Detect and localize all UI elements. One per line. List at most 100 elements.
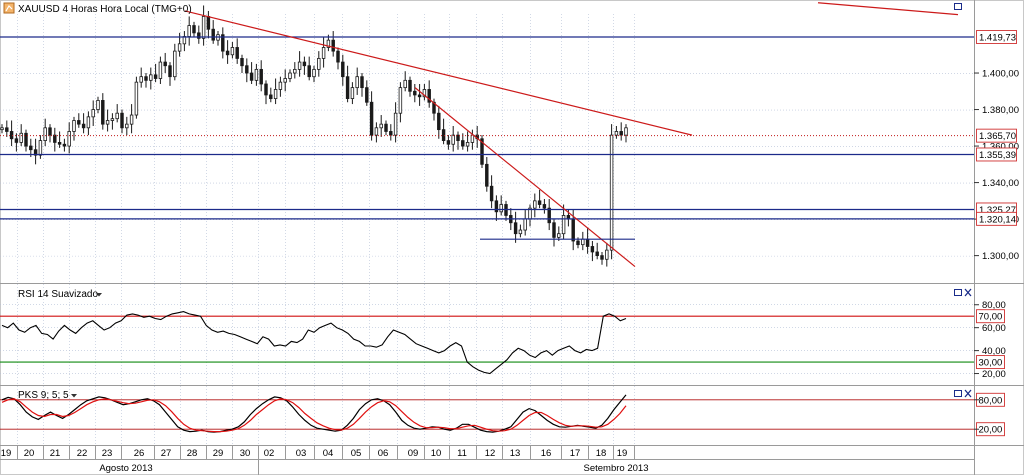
chart-logo-icon bbox=[3, 2, 15, 14]
candle-down bbox=[389, 131, 393, 136]
candle-up bbox=[230, 47, 235, 56]
date-axis-label: 22 bbox=[77, 448, 88, 459]
pks-title-group[interactable]: PKS 9; 5; 5 bbox=[18, 390, 77, 401]
candle-down bbox=[480, 138, 484, 165]
rsi-line bbox=[1, 311, 627, 375]
rsi-axis-label: 20,00 bbox=[982, 369, 1006, 380]
candle-up bbox=[465, 142, 470, 147]
price-tag-label: 1.320,14 bbox=[979, 214, 1016, 225]
candle-up bbox=[422, 89, 427, 98]
candle-down bbox=[101, 100, 105, 125]
price-maximize-icon[interactable] bbox=[954, 3, 962, 10]
candle-down bbox=[537, 200, 542, 205]
candle-down bbox=[259, 68, 263, 85]
price-axis-label: 1.340,00 bbox=[982, 178, 1019, 189]
candle-down bbox=[48, 127, 52, 136]
date-axis-label: 30 bbox=[240, 448, 251, 459]
candle-down bbox=[235, 47, 239, 59]
date-axis-label: 28 bbox=[187, 448, 198, 459]
rsi-title-group[interactable]: RSI 14 Suavizado bbox=[18, 289, 102, 300]
rsi-panel bbox=[0, 304, 974, 375]
rsi-dropdown-icon[interactable] bbox=[96, 293, 102, 297]
candle-up bbox=[91, 109, 95, 118]
candle-up bbox=[374, 127, 379, 136]
pks-maximize-icon[interactable] bbox=[954, 390, 962, 397]
pks-dropdown-icon[interactable] bbox=[71, 394, 77, 398]
candle-up bbox=[129, 114, 134, 125]
date-axis-label: 18 bbox=[596, 448, 607, 459]
pks-close-icon[interactable] bbox=[964, 389, 972, 398]
candle-down bbox=[417, 94, 422, 98]
date-axis-label: 26 bbox=[134, 448, 145, 459]
date-axis-label: 16 bbox=[541, 448, 552, 459]
candle-down bbox=[437, 112, 441, 131]
candle-up bbox=[38, 140, 43, 156]
pks-d-line bbox=[1, 398, 627, 433]
candle-up bbox=[201, 16, 206, 39]
trendline-upper bbox=[817, 2, 959, 16]
rsi-axis-label: 60,00 bbox=[982, 323, 1006, 334]
price-axis-label: 1.400,00 bbox=[982, 69, 1019, 80]
date-axis-label: 19 bbox=[1, 448, 12, 459]
candle-up bbox=[355, 76, 359, 89]
date-axis-label: 29 bbox=[213, 448, 224, 459]
candle-up bbox=[110, 118, 115, 121]
candle-down bbox=[413, 90, 417, 96]
candle-down bbox=[595, 251, 599, 257]
candle-down bbox=[302, 61, 307, 67]
candle-down bbox=[81, 123, 86, 129]
price-panel bbox=[0, 2, 974, 268]
candle-up bbox=[561, 215, 566, 235]
trendline-long bbox=[184, 10, 693, 136]
candle-down bbox=[153, 74, 158, 79]
candle-down bbox=[269, 94, 273, 99]
pks-level-label: 80,00 bbox=[979, 395, 1003, 406]
candle-up bbox=[19, 132, 23, 143]
price-tag-box bbox=[976, 128, 1017, 143]
symbol-title: XAUUSD 4 Horas Hora Local (TMG+0) bbox=[18, 4, 192, 15]
candle-down bbox=[120, 112, 124, 129]
rsi-maximize-icon[interactable] bbox=[954, 289, 962, 296]
candle-up bbox=[609, 134, 614, 251]
candle-down bbox=[365, 87, 369, 103]
candle-down bbox=[14, 138, 19, 143]
candle-up bbox=[139, 76, 143, 83]
candle-up bbox=[177, 43, 182, 52]
candle-up bbox=[72, 120, 76, 132]
chart-logo-glyph-icon bbox=[5, 5, 13, 12]
candle-up bbox=[398, 87, 403, 114]
candle-up bbox=[326, 39, 331, 48]
candle-down bbox=[336, 50, 340, 63]
pks-panel bbox=[0, 394, 974, 433]
candle-up bbox=[321, 47, 326, 59]
rsi-level-label: 70,00 bbox=[979, 312, 1003, 323]
candle-down bbox=[590, 246, 595, 253]
candle-down bbox=[9, 131, 14, 140]
candle-down bbox=[206, 16, 211, 30]
price-tag-label: 1.365,70 bbox=[979, 131, 1016, 142]
date-axis-label: 21 bbox=[50, 448, 61, 459]
candle-up bbox=[403, 79, 407, 89]
candle-up bbox=[523, 218, 527, 231]
candle-down bbox=[547, 207, 551, 224]
date-axis-label: 27 bbox=[161, 448, 172, 459]
candle-up bbox=[43, 127, 47, 141]
symbol-title-group[interactable]: XAUUSD 4 Horas Hora Local (TMG+0) bbox=[3, 2, 192, 15]
candle-up bbox=[317, 58, 321, 70]
date-axis-label: 10 bbox=[431, 448, 442, 459]
candle-up bbox=[149, 74, 153, 81]
candle-down bbox=[585, 238, 590, 247]
candle-down bbox=[211, 28, 215, 41]
rsi-level-label: 30,00 bbox=[979, 358, 1003, 369]
candle-down bbox=[369, 101, 374, 136]
candle-down bbox=[446, 140, 451, 145]
date-axis-label: 20 bbox=[24, 448, 35, 459]
candle-up bbox=[379, 123, 383, 129]
candle-down bbox=[307, 65, 311, 78]
date-axis-label: 11 bbox=[457, 448, 467, 459]
candle-down bbox=[461, 140, 465, 147]
rsi-close-icon[interactable] bbox=[964, 288, 972, 297]
candle-down bbox=[456, 134, 460, 141]
candle-up bbox=[273, 89, 278, 99]
